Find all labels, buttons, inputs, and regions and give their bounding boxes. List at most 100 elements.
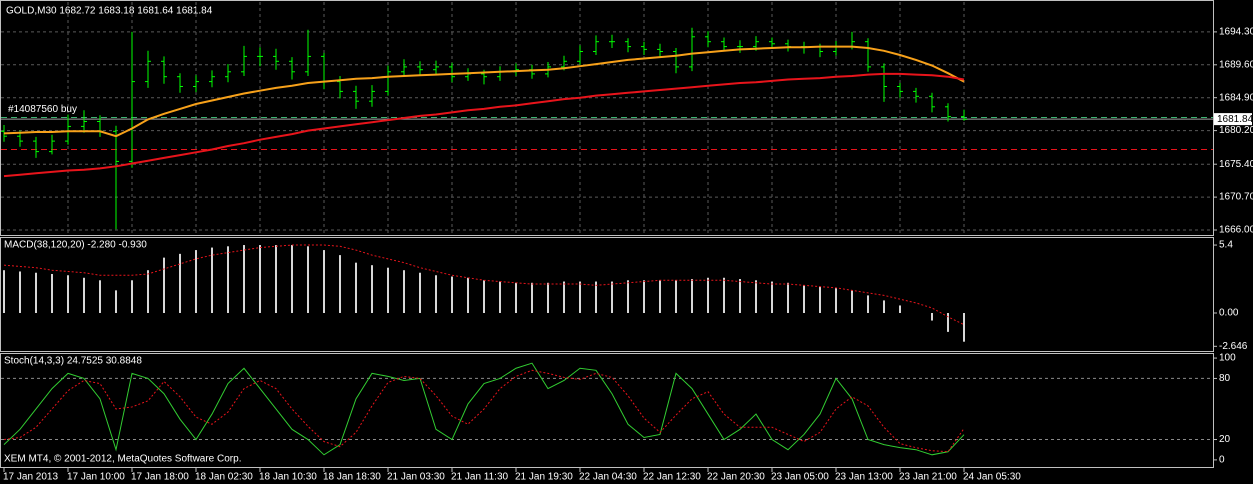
macd-bar [579,281,581,314]
macd-bar [339,255,341,314]
macd-bar [627,280,629,314]
order-label: #14087560 buy [8,104,77,115]
macd-bar [387,267,389,314]
macd-bar [675,280,677,314]
macd-bar [163,257,165,314]
macd-bar [227,246,229,314]
x-tick-label: 18 Jan 02:30 [195,472,253,483]
macd-bar [67,275,69,314]
macd-bar [691,279,693,314]
macd-bar [291,245,293,314]
macd-bar [83,277,85,314]
y-tick-label: 1684.90 [1219,92,1253,103]
x-tick-label: 17 Jan 2013 [3,472,58,483]
y-tick-label: 1680.20 [1219,125,1253,136]
price-panel [0,0,1214,236]
y-tick-label: 5.4 [1219,240,1233,251]
macd-bar [643,280,645,314]
macd-bar [3,270,5,314]
macd-panel [0,237,1214,352]
y-tick-label: 0 [1219,455,1225,466]
current-price-box [1214,113,1252,126]
macd-bar [899,305,901,314]
stoch-title: Stoch(14,3,3) 24.7525 30.8848 [4,356,142,367]
macd-bar [35,272,37,314]
macd-bar [835,287,837,314]
macd-bar [371,265,373,314]
macd-bar [147,270,149,314]
macd-bar [659,280,661,314]
y-tick-label: 20 [1219,434,1231,445]
macd-bar [531,282,533,314]
macd-bar [243,245,245,314]
y-tick-label: 1666.00 [1219,225,1253,236]
moving-average [3,45,965,138]
macd-bar [611,281,613,314]
macd-bar [499,281,501,314]
x-tick-label: 21 Jan 19:30 [515,472,573,483]
macd-bar [179,253,181,314]
macd-bar [547,282,549,314]
y-tick-label: 0.00 [1219,308,1239,319]
x-tick-label: 24 Jan 05:30 [963,472,1021,483]
macd-bar [211,247,213,314]
macd-bar [419,272,421,314]
copyright: XEM MT4, © 2001-2012, MetaQuotes Softwar… [4,454,241,465]
x-tick-label: 22 Jan 20:30 [707,472,765,483]
y-tick-label: 1675.40 [1219,159,1253,170]
macd-bar [19,271,21,314]
macd-title: MACD(38,120,20) -2.280 -0.930 [4,240,147,251]
macd-bar [739,279,741,314]
macd-bar [403,270,405,314]
macd-bar [771,281,773,314]
macd-bar [563,281,565,314]
x-tick-label: 23 Jan 13:00 [835,472,893,483]
macd-bar [595,281,597,314]
x-tick-label: 21 Jan 03:30 [387,472,445,483]
macd-bar [451,276,453,314]
price-title: GOLD,M30 1682.72 1683.18 1681.64 1681.84 [6,6,213,17]
macd-bar [99,280,101,314]
stoch-line [3,369,965,453]
macd-bar [275,245,277,314]
x-tick-label: 23 Jan 05:00 [771,472,829,483]
macd-bar [723,277,725,314]
macd-bar [867,295,869,314]
macd-signal [3,244,965,326]
macd-bar [515,282,517,314]
x-tick-label: 23 Jan 21:00 [899,472,957,483]
macd-bar [483,280,485,314]
x-tick-label: 17 Jan 10:00 [67,472,125,483]
y-tick-label: 1689.60 [1219,59,1253,70]
macd-bar [851,290,853,314]
moving-average [3,72,965,178]
x-tick-label: 22 Jan 12:30 [643,472,701,483]
macd-bar [803,285,805,314]
stoch-line [3,362,965,456]
stoch-panel [0,353,1214,468]
macd-bar [819,286,821,314]
macd-bar [707,277,709,314]
macd-bar [467,277,469,314]
macd-bar [355,262,357,314]
macd-bar [307,246,309,314]
y-tick-label: 100 [1219,353,1236,364]
macd-bar [51,273,53,314]
macd-bar [435,275,437,314]
macd-bar [883,300,885,314]
macd-bar [131,280,133,314]
y-tick-label: 1694.30 [1219,27,1253,38]
y-tick-label: 1670.70 [1219,192,1253,203]
x-tick-label: 22 Jan 04:30 [579,472,637,483]
x-tick-label: 17 Jan 18:00 [131,472,189,483]
macd-bar [931,313,933,321]
current-price-label: 1681.84 [1217,114,1253,125]
y-tick-label: -2.646 [1219,341,1248,352]
macd-bar [963,313,965,342]
x-tick-label: 18 Jan 18:30 [323,472,381,483]
macd-bar [787,282,789,314]
macd-bar [323,250,325,314]
macd-bar [947,313,949,332]
